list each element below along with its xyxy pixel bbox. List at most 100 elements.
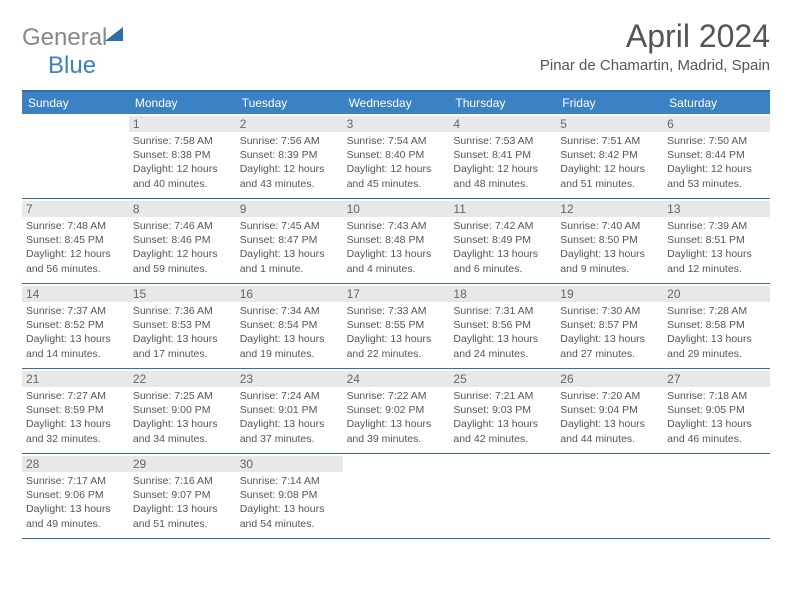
daylight-line1: Daylight: 12 hours	[667, 162, 766, 176]
logo: General Blue	[22, 24, 123, 80]
day-cell: 14Sunrise: 7:37 AMSunset: 8:52 PMDayligh…	[22, 284, 129, 368]
sunrise: Sunrise: 7:50 AM	[667, 134, 766, 148]
sunrise: Sunrise: 7:30 AM	[560, 304, 659, 318]
daylight-line1: Daylight: 13 hours	[560, 247, 659, 261]
day-cell: 30Sunrise: 7:14 AMSunset: 9:08 PMDayligh…	[236, 454, 343, 538]
daylight-line2: and 44 minutes.	[560, 432, 659, 446]
empty-cell: .	[22, 114, 129, 198]
daylight-line2: and 39 minutes.	[347, 432, 446, 446]
daylight-line2: and 12 minutes.	[667, 262, 766, 276]
day-details: Sunrise: 7:24 AMSunset: 9:01 PMDaylight:…	[240, 389, 339, 446]
day-cell: 27Sunrise: 7:18 AMSunset: 9:05 PMDayligh…	[663, 369, 770, 453]
sunrise: Sunrise: 7:28 AM	[667, 304, 766, 318]
sunset: Sunset: 8:56 PM	[453, 318, 552, 332]
week-row: 28Sunrise: 7:17 AMSunset: 9:06 PMDayligh…	[22, 454, 770, 539]
sunset: Sunset: 9:06 PM	[26, 488, 125, 502]
day-number: 26	[556, 371, 663, 387]
day-number: 3	[343, 116, 450, 132]
day-cell: 13 Sunrise: 7:39 AMSunset: 8:51 PMDayligh…	[663, 199, 770, 283]
daylight-line1: Daylight: 13 hours	[560, 417, 659, 431]
daylight-line1: Daylight: 12 hours	[453, 162, 552, 176]
daylight-line2: and 27 minutes.	[560, 347, 659, 361]
sunset: Sunset: 9:00 PM	[133, 403, 232, 417]
daylight-line2: and 29 minutes.	[667, 347, 766, 361]
day-number: 2	[236, 116, 343, 132]
day-header-row: SundayMondayTuesdayWednesdayThursdayFrid…	[22, 92, 770, 114]
sunset: Sunset: 8:41 PM	[453, 148, 552, 162]
logo-blue: Blue	[48, 52, 96, 79]
day-cell: 23Sunrise: 7:24 AMSunset: 9:01 PMDayligh…	[236, 369, 343, 453]
daylight-line1: Daylight: 13 hours	[133, 502, 232, 516]
daylight-line2: and 43 minutes.	[240, 177, 339, 191]
daylight-line1: Daylight: 13 hours	[347, 332, 446, 346]
sunrise: Sunrise: 7:17 AM	[26, 474, 125, 488]
daylight-line2: and 24 minutes.	[453, 347, 552, 361]
sunset: Sunset: 8:40 PM	[347, 148, 446, 162]
day-details: Sunrise: 7:27 AMSunset: 8:59 PMDaylight:…	[26, 389, 125, 446]
day-details: Sunrise: 7:33 AMSunset: 8:55 PMDaylight:…	[347, 304, 446, 361]
day-cell: 26 Sunrise: 7:20 AMSunset: 9:04 PMDayligh…	[556, 369, 663, 453]
daylight-line1: Daylight: 13 hours	[453, 247, 552, 261]
sunrise: Sunrise: 7:40 AM	[560, 219, 659, 233]
daylight-line2: and 51 minutes.	[560, 177, 659, 191]
day-header-friday: Friday	[556, 92, 663, 114]
day-number: 12	[556, 201, 663, 217]
day-details: Sunrise: 7:56 AMSunset: 8:39 PMDaylight:…	[240, 134, 339, 191]
day-cell: 29Sunrise: 7:16 AMSunset: 9:07 PMDayligh…	[129, 454, 236, 538]
day-number: 10	[343, 201, 450, 217]
day-number: 17	[343, 286, 450, 302]
day-cell: 19Sunrise: 7:30 AMSunset: 8:57 PMDayligh…	[556, 284, 663, 368]
day-details: Sunrise: 7:17 AMSunset: 9:06 PMDaylight:…	[26, 474, 125, 531]
sunset: Sunset: 8:42 PM	[560, 148, 659, 162]
daylight-line1: Daylight: 12 hours	[347, 162, 446, 176]
sunset: Sunset: 8:50 PM	[560, 233, 659, 247]
daylight-line1: Daylight: 13 hours	[26, 417, 125, 431]
day-cell: 12 Sunrise: 7:40 AMSunset: 8:50 PMDayligh…	[556, 199, 663, 283]
sunrise: Sunrise: 7:34 AM	[240, 304, 339, 318]
sunrise: Sunrise: 7:20 AM	[560, 389, 659, 403]
day-header-thursday: Thursday	[449, 92, 556, 114]
day-number: 8	[129, 201, 236, 217]
day-cell: 16Sunrise: 7:34 AMSunset: 8:54 PMDayligh…	[236, 284, 343, 368]
sunset: Sunset: 9:05 PM	[667, 403, 766, 417]
day-number: 16	[236, 286, 343, 302]
header: General Blue April 2024 Pinar de Chamart…	[22, 18, 770, 80]
daylight-line1: Daylight: 12 hours	[26, 247, 125, 261]
daylight-line1: Daylight: 13 hours	[560, 332, 659, 346]
day-number: 25	[449, 371, 556, 387]
daylight-line1: Daylight: 12 hours	[133, 162, 232, 176]
day-details: Sunrise: 7:20 AMSunset: 9:04 PMDaylight:…	[560, 389, 659, 446]
day-details: Sunrise: 7:21 AMSunset: 9:03 PMDaylight:…	[453, 389, 552, 446]
empty-cell: .	[449, 454, 556, 538]
day-details: Sunrise: 7:25 AMSunset: 9:00 PMDaylight:…	[133, 389, 232, 446]
day-details: Sunrise: 7:42 AMSunset: 8:49 PMDaylight:…	[453, 219, 552, 276]
day-details: Sunrise: 7:53 AMSunset: 8:41 PMDaylight:…	[453, 134, 552, 191]
day-cell: 7Sunrise: 7:48 AMSunset: 8:45 PMDaylight…	[22, 199, 129, 283]
sunrise: Sunrise: 7:27 AM	[26, 389, 125, 403]
week-row: .1Sunrise: 7:58 AMSunset: 8:38 PMDayligh…	[22, 114, 770, 199]
daylight-line1: Daylight: 13 hours	[240, 332, 339, 346]
sunrise: Sunrise: 7:53 AM	[453, 134, 552, 148]
daylight-line1: Daylight: 13 hours	[26, 332, 125, 346]
daylight-line1: Daylight: 13 hours	[26, 502, 125, 516]
day-cell: 21Sunrise: 7:27 AMSunset: 8:59 PMDayligh…	[22, 369, 129, 453]
day-cell: 17 Sunrise: 7:33 AMSunset: 8:55 PMDayligh…	[343, 284, 450, 368]
day-details: Sunrise: 7:39 AMSunset: 8:51 PMDaylight:…	[667, 219, 766, 276]
day-details: Sunrise: 7:40 AMSunset: 8:50 PMDaylight:…	[560, 219, 659, 276]
daylight-line2: and 40 minutes.	[133, 177, 232, 191]
daylight-line1: Daylight: 13 hours	[133, 332, 232, 346]
sunrise: Sunrise: 7:31 AM	[453, 304, 552, 318]
daylight-line2: and 49 minutes.	[26, 517, 125, 531]
day-details: Sunrise: 7:16 AMSunset: 9:07 PMDaylight:…	[133, 474, 232, 531]
daylight-line2: and 19 minutes.	[240, 347, 339, 361]
week-row: 14Sunrise: 7:37 AMSunset: 8:52 PMDayligh…	[22, 284, 770, 369]
daylight-line2: and 51 minutes.	[133, 517, 232, 531]
day-number: 13	[663, 201, 770, 217]
daylight-line2: and 46 minutes.	[667, 432, 766, 446]
day-cell: 25 Sunrise: 7:21 AMSunset: 9:03 PMDayligh…	[449, 369, 556, 453]
day-cell: 8Sunrise: 7:46 AMSunset: 8:46 PMDaylight…	[129, 199, 236, 283]
sunset: Sunset: 8:53 PM	[133, 318, 232, 332]
sunset: Sunset: 8:58 PM	[667, 318, 766, 332]
day-number: 20	[663, 286, 770, 302]
day-details: Sunrise: 7:22 AMSunset: 9:02 PMDaylight:…	[347, 389, 446, 446]
